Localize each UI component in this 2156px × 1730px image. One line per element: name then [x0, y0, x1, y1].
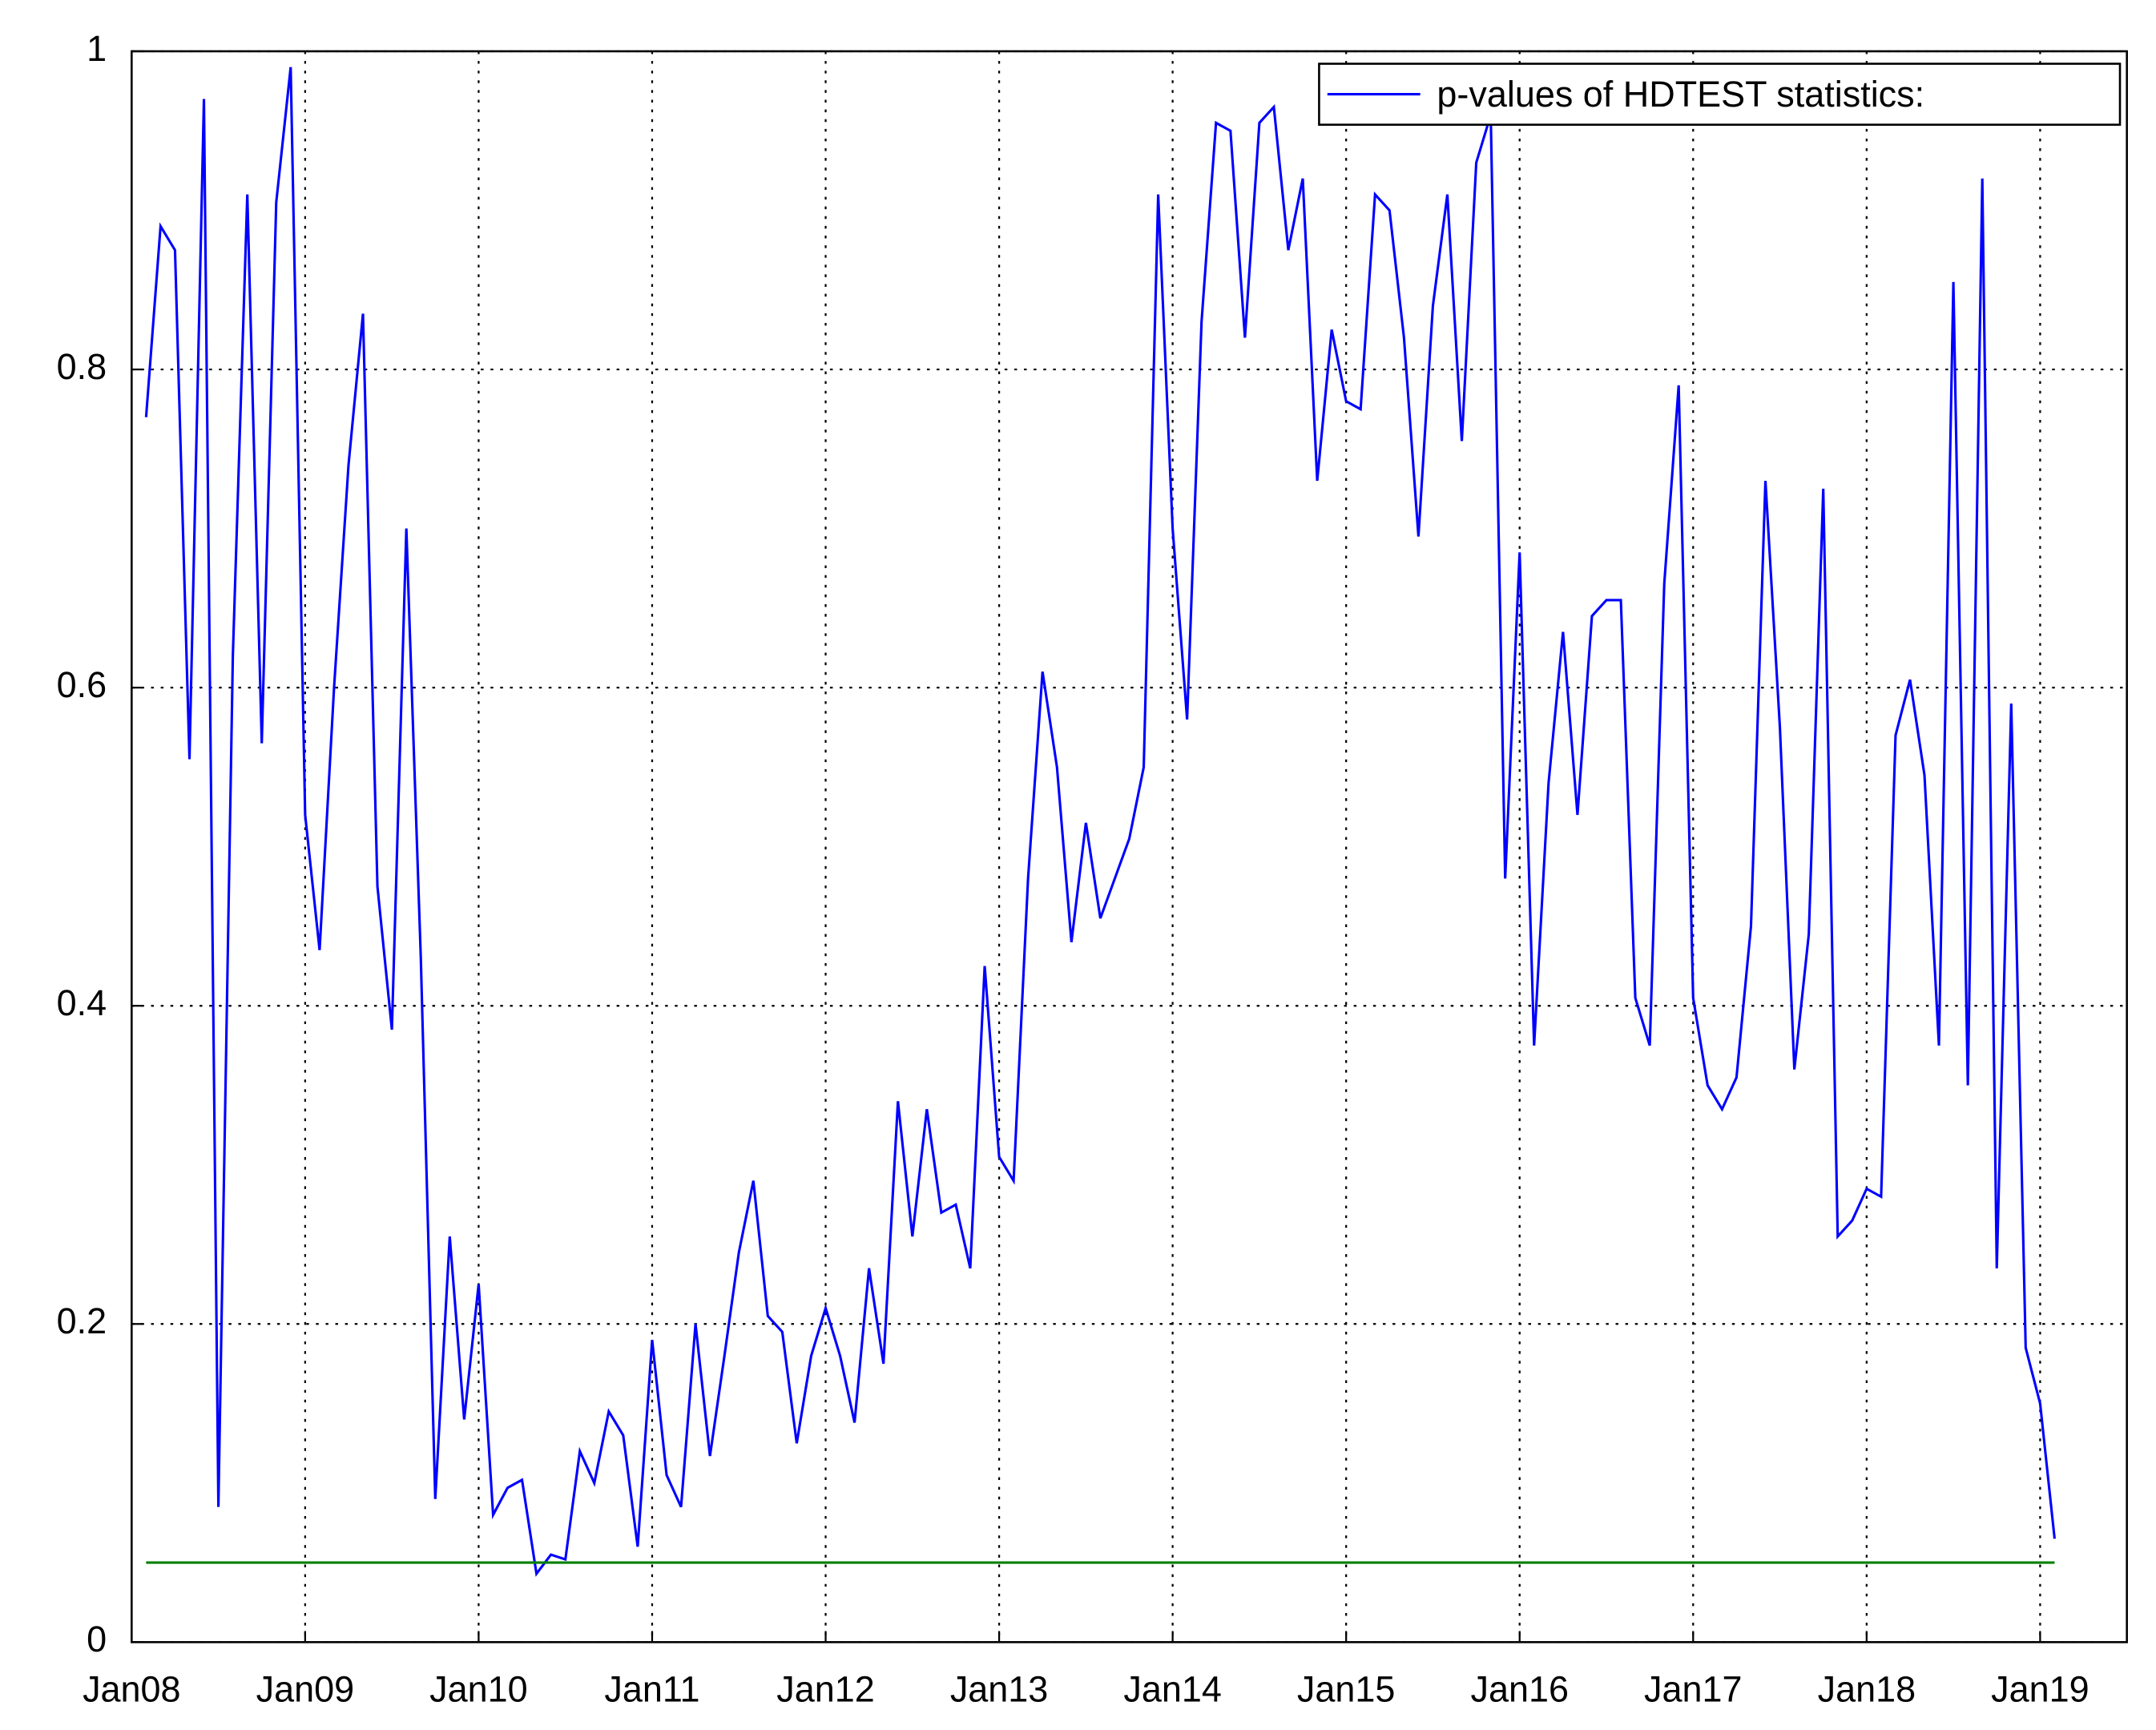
x-tick-label: Jan12: [776, 1668, 874, 1709]
x-tick-label: Jan10: [429, 1668, 527, 1709]
x-tick-label: Jan17: [1644, 1668, 1742, 1709]
legend-label: p-values of HDTEST statistics:: [1437, 74, 1924, 115]
data-line: [144, 67, 2056, 1577]
y-tick-label: 0.6: [57, 664, 107, 705]
x-tick-label: Jan14: [1123, 1668, 1221, 1709]
x-tick-label: Jan13: [950, 1668, 1048, 1709]
x-tick-label: Jan19: [1991, 1668, 2089, 1709]
x-tick-label: Jan09: [256, 1668, 354, 1709]
x-tick-label: Jan15: [1297, 1668, 1395, 1709]
y-tick-label: 0: [87, 1619, 107, 1659]
y-tick-label: 0.8: [57, 346, 107, 387]
y-tick-label: 1: [87, 28, 107, 69]
y-tick-label: 0.2: [57, 1301, 107, 1341]
x-tick-label: Jan08: [83, 1668, 180, 1709]
plot-frame: [131, 50, 2128, 1643]
x-tick-label: Jan11: [604, 1668, 699, 1709]
plot-area: [131, 50, 2127, 1643]
x-tick-label: Jan18: [1818, 1668, 1916, 1709]
y-tick-label: 0.4: [57, 982, 107, 1023]
x-tick-label: Jan16: [1470, 1668, 1568, 1709]
legend-box: [1318, 63, 2122, 126]
